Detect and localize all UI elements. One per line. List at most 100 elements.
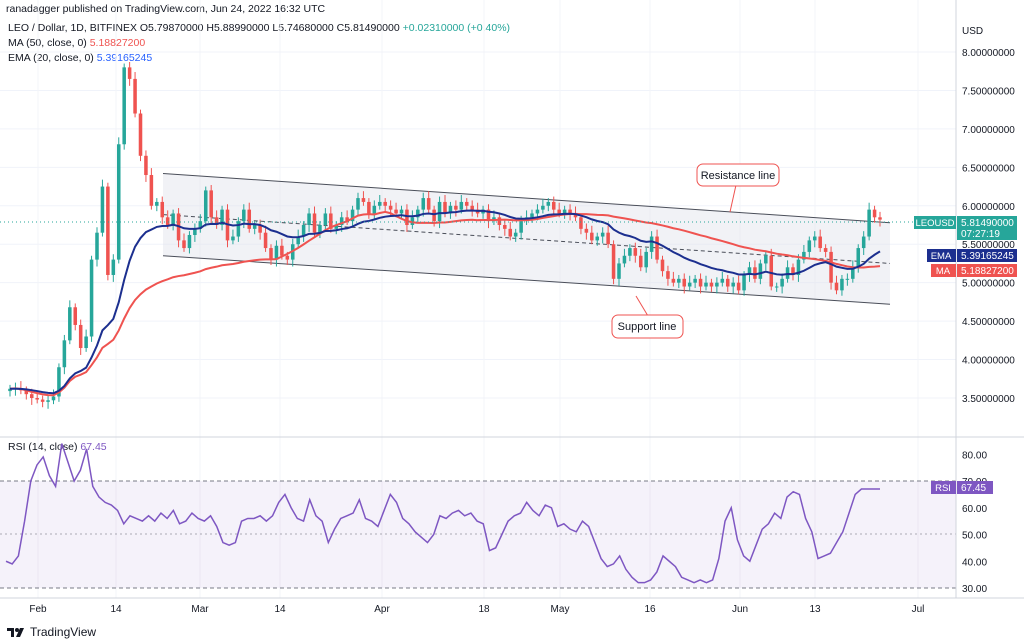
candle[interactable] (149, 168, 154, 210)
tradingview-footer[interactable]: TradingView (6, 625, 96, 639)
candle[interactable] (497, 213, 502, 231)
candle[interactable] (187, 231, 192, 254)
candle[interactable] (361, 191, 366, 206)
candle[interactable] (198, 214, 203, 233)
price-scale[interactable]: 8.00000000 7.50000000 7.00000000 6.50000000… (962, 48, 1015, 405)
candle[interactable] (350, 205, 355, 227)
candle[interactable] (655, 229, 659, 264)
candle[interactable] (725, 274, 730, 292)
candle[interactable] (628, 244, 632, 262)
candle[interactable] (367, 198, 371, 219)
candle[interactable] (40, 395, 45, 408)
candle[interactable] (89, 255, 94, 342)
chart-canvas[interactable]: Resistance line Support line USD 8.00000… (0, 0, 1024, 620)
candle[interactable] (584, 223, 589, 240)
candle[interactable] (405, 204, 409, 232)
candle[interactable] (51, 389, 56, 405)
support-line[interactable] (162, 255, 891, 305)
candle[interactable] (682, 273, 687, 294)
candle[interactable] (867, 202, 871, 241)
time-axis[interactable]: Feb 14 Mar 14 Apr 18 May 16 Jun 13 Jul (29, 604, 924, 615)
candle[interactable] (774, 282, 779, 292)
candle[interactable] (736, 275, 741, 295)
candle[interactable] (747, 261, 752, 282)
candle[interactable] (840, 274, 844, 296)
candle[interactable] (791, 263, 795, 281)
ma-50-line[interactable] (9, 210, 881, 397)
candle[interactable] (356, 192, 360, 217)
candle[interactable] (78, 319, 83, 355)
candle[interactable] (127, 61, 132, 86)
candle[interactable] (758, 259, 763, 285)
ema-legend[interactable]: EMA (20, close, 0) 5.39165245 (8, 52, 152, 64)
candle[interactable] (796, 254, 801, 282)
candle[interactable] (562, 205, 567, 219)
candle[interactable] (671, 271, 676, 287)
candle[interactable] (46, 394, 50, 409)
candle[interactable] (660, 255, 665, 277)
candle[interactable] (116, 137, 121, 264)
candle[interactable] (312, 206, 317, 237)
candle[interactable] (448, 201, 453, 219)
candle[interactable] (513, 228, 518, 242)
candle[interactable] (638, 248, 643, 272)
candle[interactable] (426, 191, 431, 214)
candle[interactable] (611, 240, 616, 285)
resistance-line[interactable] (162, 172, 891, 224)
candle[interactable] (486, 204, 491, 229)
candle[interactable] (600, 227, 605, 244)
candle[interactable] (834, 275, 839, 295)
candle[interactable] (687, 275, 692, 291)
candle[interactable] (590, 225, 594, 245)
candle[interactable] (307, 208, 311, 232)
candle[interactable] (144, 150, 148, 182)
candle[interactable] (649, 231, 654, 259)
candle[interactable] (323, 208, 328, 232)
candle[interactable] (182, 233, 186, 252)
candle[interactable] (296, 229, 300, 249)
candle[interactable] (203, 186, 208, 227)
candle[interactable] (666, 265, 670, 286)
support-callout[interactable]: Support line (611, 295, 684, 339)
candle[interactable] (57, 363, 61, 402)
ma-legend[interactable]: MA (50, close, 0) 5.18827200 (8, 37, 145, 49)
candle[interactable] (372, 200, 377, 221)
candle[interactable] (508, 221, 513, 241)
candle[interactable] (769, 248, 774, 291)
symbol-legend[interactable]: LEO / Dollar, 1D, BITFINEX O5.79870000 H… (8, 22, 510, 34)
candle[interactable] (764, 250, 768, 271)
candle[interactable] (138, 109, 143, 162)
candle[interactable] (731, 277, 735, 294)
candle[interactable] (193, 223, 197, 242)
candle[interactable] (122, 63, 126, 150)
candle[interactable] (247, 202, 252, 233)
candle[interactable] (274, 240, 279, 267)
candle[interactable] (220, 205, 224, 231)
candle[interactable] (19, 381, 23, 395)
candle[interactable] (878, 211, 882, 227)
candle[interactable] (263, 225, 268, 252)
candle[interactable] (753, 260, 757, 283)
candle[interactable] (802, 244, 806, 264)
candle[interactable] (345, 210, 349, 225)
candle[interactable] (160, 196, 165, 225)
candle[interactable] (541, 198, 545, 214)
candle[interactable] (709, 278, 714, 292)
candle[interactable] (851, 260, 855, 283)
candle[interactable] (454, 200, 458, 217)
candle[interactable] (133, 71, 137, 118)
candle[interactable] (720, 271, 725, 287)
candle[interactable] (829, 246, 833, 290)
candle[interactable] (812, 231, 817, 248)
candle[interactable] (622, 248, 627, 268)
candle[interactable] (470, 200, 474, 217)
candle[interactable] (823, 244, 828, 258)
candle[interactable] (318, 221, 322, 239)
candle[interactable] (606, 225, 610, 249)
candle[interactable] (464, 198, 469, 212)
candle[interactable] (399, 205, 404, 219)
candle[interactable] (807, 236, 812, 258)
candle[interactable] (383, 198, 387, 212)
candle[interactable] (546, 198, 551, 212)
resistance-callout[interactable]: Resistance line (696, 163, 780, 213)
